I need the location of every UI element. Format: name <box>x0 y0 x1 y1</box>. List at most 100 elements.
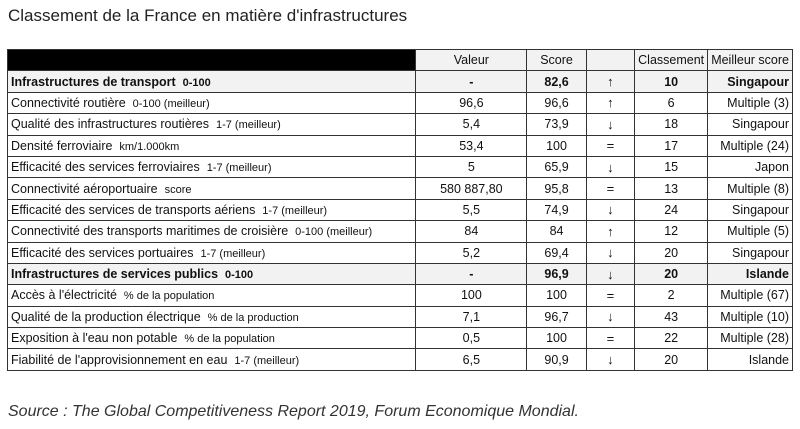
trend-icon: = <box>585 284 636 307</box>
label-text: Connectivité des transports maritimes de… <box>11 224 289 239</box>
value-cell: - <box>415 262 528 286</box>
best-score-cell: Multiple (24) <box>707 134 793 157</box>
trend-icon: = <box>585 327 636 350</box>
unit-text: 0-100 <box>182 76 211 89</box>
table-row: Connectivité aéroportuaire score 580 887,… <box>6 177 793 200</box>
table-row: Connectivité des transports maritimes de… <box>6 220 793 243</box>
row-label: Connectivité des transports maritimes de… <box>6 220 417 243</box>
best-score-cell: Multiple (10) <box>707 305 793 329</box>
unit-text: 1-7 (meilleur) <box>234 354 300 367</box>
row-label: Infrastructures de services publics 0-10… <box>6 262 417 286</box>
row-label: Accès à l'électricité % de la population <box>6 284 417 307</box>
trend-icon: ↓ <box>585 155 636 179</box>
label-text: Efficacité des services de transports aé… <box>11 202 256 217</box>
value-cell: 580 887,80 <box>415 177 528 200</box>
best-score-cell: Multiple (3) <box>707 91 793 115</box>
label-text: Accès à l'électricité <box>11 288 117 303</box>
value-cell: 6,5 <box>415 348 528 371</box>
row-label: Efficacité des services portuaires 1-7 (… <box>6 241 417 264</box>
rank-cell: 13 <box>634 177 709 200</box>
score-cell: 74,9 <box>526 198 587 222</box>
table-row: Densité ferroviaire km/1.000km 53,4 100 = 17… <box>6 134 793 157</box>
header-classement: Classement <box>634 48 709 72</box>
value-cell: 100 <box>415 284 528 307</box>
best-score-cell: Multiple (5) <box>707 220 793 243</box>
trend-icon: ↓ <box>585 198 636 222</box>
unit-text: 1-7 (meilleur) <box>200 247 266 260</box>
value-cell: 5,2 <box>415 241 528 264</box>
rank-cell: 43 <box>634 305 709 329</box>
unit-text: 1-7 (meilleur) <box>206 162 272 175</box>
label-text: Infrastructures de transport <box>11 74 176 89</box>
score-cell: 100 <box>526 134 587 157</box>
value-cell: 84 <box>415 220 528 243</box>
table-row: Efficacité des services portuaires 1-7 (… <box>6 241 793 264</box>
label-text: Efficacité des services portuaires <box>11 245 194 260</box>
row-label: Infrastructures de transport 0-100 <box>6 70 417 93</box>
label-text: Efficacité des services ferroviaires <box>11 160 200 175</box>
label-text: Fiabilité de l'approvisionnement en eau <box>11 352 228 367</box>
best-score-cell: Japon <box>707 155 793 179</box>
label-text: Connectivité aéroportuaire <box>11 181 158 196</box>
rank-cell: 12 <box>634 220 709 243</box>
best-score-cell: Singapour <box>707 113 793 136</box>
rank-cell: 24 <box>634 198 709 222</box>
unit-text: km/1.000km <box>119 140 180 153</box>
row-label: Efficacité des services ferroviaires 1-7… <box>6 155 417 179</box>
trend-icon: ↓ <box>585 305 636 329</box>
label-text: Infrastructures de services publics <box>11 267 219 282</box>
value-cell: 5 <box>415 155 528 179</box>
label-text: Densité ferroviaire <box>11 138 113 153</box>
trend-icon: ↑ <box>585 70 636 93</box>
best-score-cell: Singapour <box>707 70 793 93</box>
score-cell: 73,9 <box>526 113 587 136</box>
table-row: Efficacité des services ferroviaires 1-7… <box>6 155 793 179</box>
table-row: Exposition à l'eau non potable % de la p… <box>6 327 793 350</box>
score-cell: 95,8 <box>526 177 587 200</box>
table-row: Qualité des infrastructures routières 1-… <box>6 113 793 136</box>
trend-icon: = <box>585 177 636 200</box>
unit-text: 0-100 (meilleur) <box>132 97 210 110</box>
score-cell: 82,6 <box>526 70 587 93</box>
header-blank <box>6 48 417 72</box>
rank-cell: 17 <box>634 134 709 157</box>
label-text: Connectivité routière <box>11 95 126 110</box>
table-group-row: Infrastructures de services publics 0-10… <box>6 262 793 286</box>
score-cell: 96,7 <box>526 305 587 329</box>
row-label: Qualité de la production électrique % de… <box>6 305 417 329</box>
row-label: Fiabilité de l'approvisionnement en eau … <box>6 348 417 371</box>
value-cell: 7,1 <box>415 305 528 329</box>
row-label: Efficacité des services de transports aé… <box>6 198 417 222</box>
header-trend <box>585 48 636 72</box>
best-score-cell: Singapour <box>707 241 793 264</box>
value-cell: 53,4 <box>415 134 528 157</box>
score-cell: 90,9 <box>526 348 587 371</box>
rank-cell: 15 <box>634 155 709 179</box>
header-meilleur-score: Meilleur score <box>707 48 793 72</box>
unit-text: 0-100 (meilleur) <box>295 226 373 239</box>
value-cell: 5,4 <box>415 113 528 136</box>
best-score-cell: Islande <box>707 348 793 371</box>
score-cell: 96,9 <box>526 262 587 286</box>
row-label: Exposition à l'eau non potable % de la p… <box>6 327 417 350</box>
trend-icon: ↓ <box>585 262 636 286</box>
value-cell: 0,5 <box>415 327 528 350</box>
label-text: Qualité de la production électrique <box>11 309 201 324</box>
rank-cell: 18 <box>634 113 709 136</box>
row-label: Qualité des infrastructures routières 1-… <box>6 113 417 136</box>
best-score-cell: Multiple (67) <box>707 284 793 307</box>
trend-icon: ↑ <box>585 220 636 243</box>
row-label: Connectivité routière 0-100 (meilleur) <box>6 91 417 115</box>
table-row: Accès à l'électricité % de la population… <box>6 284 793 307</box>
rank-cell: 22 <box>634 327 709 350</box>
table-header: Valeur Score Classement Meilleur score <box>6 48 793 72</box>
value-cell: 5,5 <box>415 198 528 222</box>
unit-text: % de la population <box>184 333 275 346</box>
rank-cell: 10 <box>634 70 709 93</box>
value-cell: 96,6 <box>415 91 528 115</box>
header-valeur: Valeur <box>415 48 528 72</box>
rank-cell: 2 <box>634 284 709 307</box>
unit-text: 1-7 (meilleur) <box>215 119 281 132</box>
label-text: Qualité des infrastructures routières <box>11 117 210 132</box>
infrastructure-table: Valeur Score Classement Meilleur score I… <box>6 48 793 371</box>
